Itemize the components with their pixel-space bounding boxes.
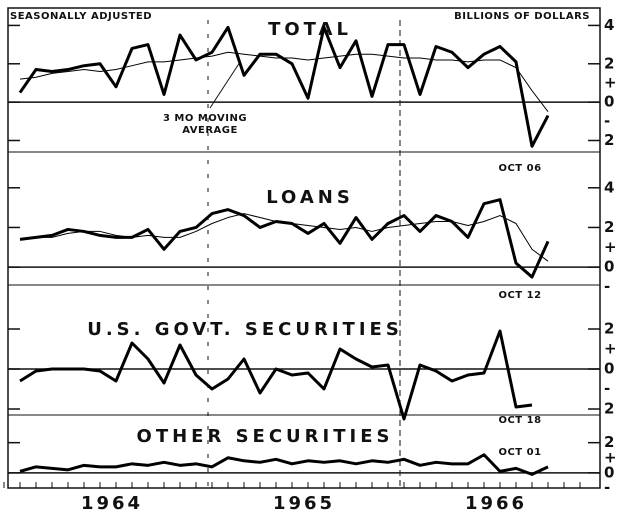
annotation: AVERAGE [182,125,238,136]
x-tick-label: 1966 [465,493,527,514]
panel-title: U.S. GOVT. SECURITIES [87,319,403,340]
panel-title: TOTAL [268,19,352,40]
y-tick-label: 0 [604,258,614,276]
y-tick-label: 2 [604,400,614,418]
sign-label: + [604,340,617,358]
y-tick-label: 4 [604,178,614,196]
data-line [19,51,549,113]
y-tick-label: 4 [604,16,614,34]
y-tick-label: 2 [604,320,614,338]
panel-note: OCT 18 [498,415,541,426]
sign-label: + [604,73,617,91]
data-line [19,213,549,262]
y-tick-label: 2 [604,54,614,72]
annotation-arrow [209,61,241,109]
y-tick-label: 2 [604,433,614,451]
panel-title: LOANS [266,187,354,208]
y-tick-label: 0 [604,93,614,111]
data-line [18,25,550,148]
data-line [19,453,549,476]
sign-label: - [604,112,610,130]
panel-note: OCT 06 [498,163,541,174]
y-tick-label: 0 [604,463,614,481]
data-line [19,198,550,279]
panel-title: OTHER SECURITIES [137,426,394,447]
sign-label: + [604,448,617,466]
panel-note: OCT 12 [498,290,541,301]
y-tick-label: 0 [604,360,614,378]
frame [7,7,601,489]
sign-label: - [604,277,610,295]
header-left: SEASONALLY ADJUSTED [10,11,152,22]
annotation: 3 MO MOVING [163,113,247,124]
y-tick-label: 2 [604,131,614,149]
data-line [19,329,533,421]
x-tick-label: 1964 [81,493,143,514]
sign-label: - [604,380,610,398]
y-tick-label: 2 [604,218,614,236]
panel-note: OCT 01 [498,447,541,458]
sign-label: + [604,238,617,256]
header-right: BILLIONS OF DOLLARS [454,11,590,22]
x-tick-label: 1965 [273,493,335,514]
sign-label: - [604,479,610,497]
